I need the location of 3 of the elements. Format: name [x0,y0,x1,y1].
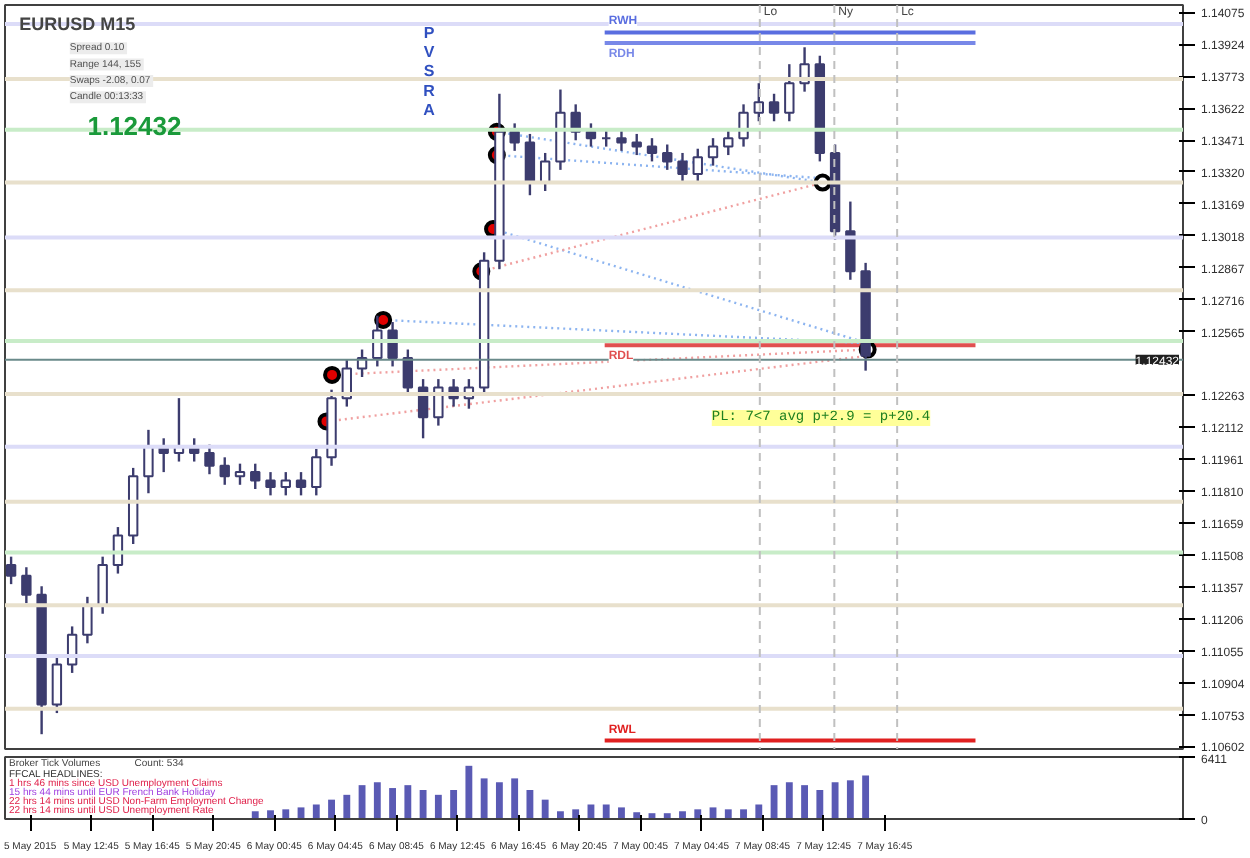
text: EURUSD M15 [19,13,136,34]
annotation: 1.12432 [87,110,182,141]
annotation: PVSRA [423,23,436,119]
